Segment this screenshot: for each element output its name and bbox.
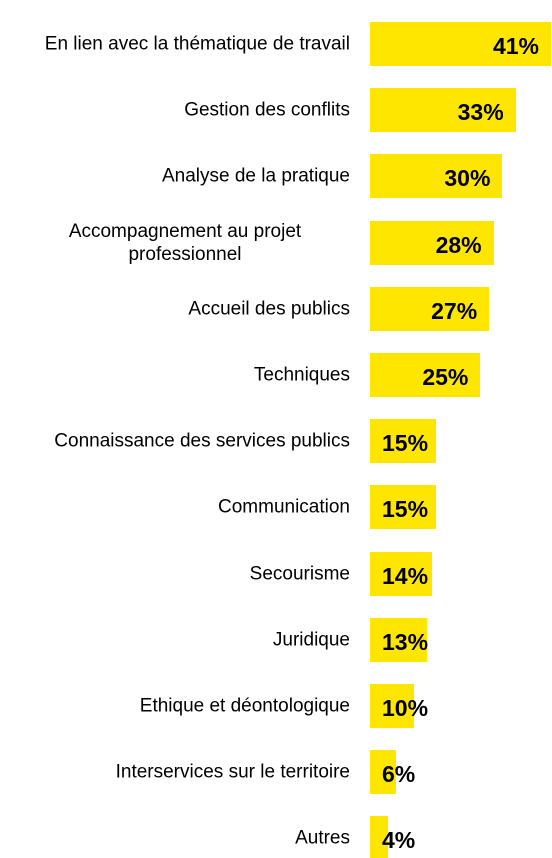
value-label: 13% <box>382 628 429 655</box>
bar <box>370 353 481 397</box>
value-label: 28% <box>435 231 482 258</box>
value-label: 15% <box>382 430 429 457</box>
category-label: Interservices sur le territoire <box>115 761 350 783</box>
bar <box>370 286 490 331</box>
bar <box>370 684 415 728</box>
value-label: 15% <box>382 496 429 523</box>
category-label: Juridique <box>272 629 350 651</box>
bar <box>370 88 516 133</box>
value-label: 10% <box>382 695 429 722</box>
category-label: Communication <box>218 496 350 518</box>
bar <box>370 816 388 858</box>
bar <box>370 485 437 530</box>
category-label: Accueil des publics <box>188 298 350 320</box>
value-label: 33% <box>457 99 504 126</box>
value-label: 4% <box>382 827 416 854</box>
bar <box>370 617 428 662</box>
value-label: 14% <box>382 562 429 589</box>
category-label: En lien avec la thématique de travail <box>44 33 350 55</box>
category-label: Connaissance des services publics <box>54 430 350 452</box>
value-label: 25% <box>422 364 469 391</box>
value-label: 41% <box>492 33 539 60</box>
category-label: Analyse de la pratique <box>161 165 350 187</box>
value-label: 6% <box>382 761 416 788</box>
bar <box>370 750 397 795</box>
bar <box>370 551 432 596</box>
value-label: 27% <box>431 297 478 324</box>
bar <box>370 154 503 199</box>
category-label: Gestion des conflits <box>184 99 350 121</box>
value-label: 30% <box>444 165 491 192</box>
category-label: Techniques <box>253 364 350 386</box>
category-label: Accompagnement au projet professionnel <box>68 220 302 265</box>
category-label: Secourisme <box>249 563 350 585</box>
bar <box>370 220 494 265</box>
bar <box>370 419 437 464</box>
category-label: Autres <box>295 827 350 849</box>
category-label: Ethique et déontologique <box>139 695 350 717</box>
bar <box>370 22 551 66</box>
